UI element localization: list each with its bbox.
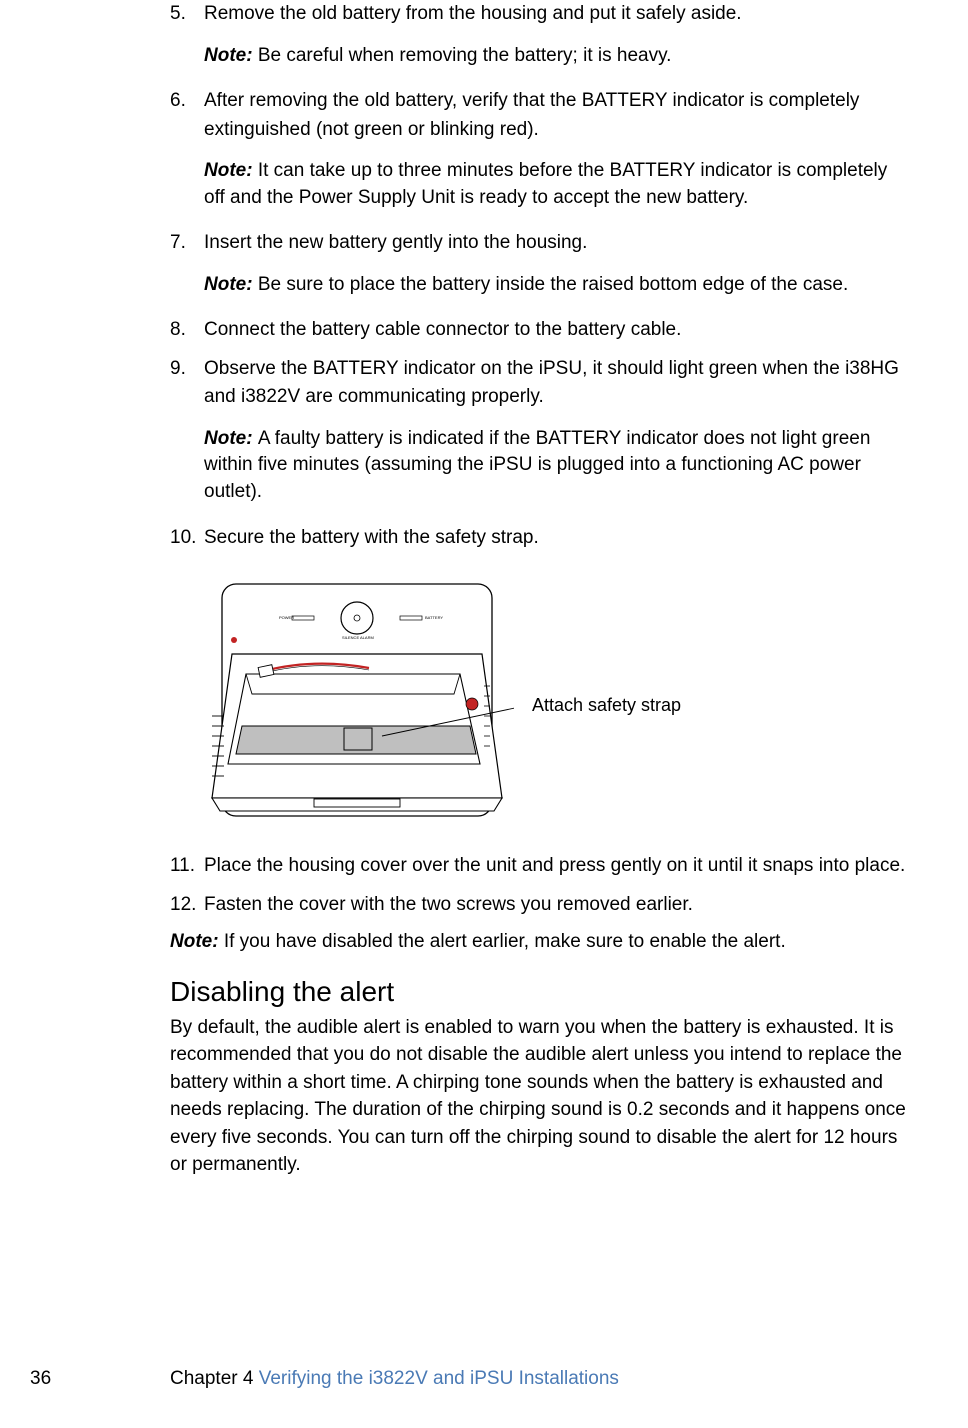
step-9-text: Observe the BATTERY indicator on the iPS… [204, 355, 908, 412]
step-7-num: 7. [170, 229, 204, 306]
footer-title: Verifying the i3822V and iPSU Installati… [259, 1368, 619, 1389]
step-7: 7. Insert the new battery gently into th… [170, 229, 908, 306]
step-8-text: Connect the battery cable connector to t… [204, 316, 908, 345]
step-6-note: Note: It can take up to three minutes be… [204, 158, 908, 211]
alarm-label: SILENCE ALARM [342, 635, 374, 640]
step-9-num: 9. [170, 355, 204, 514]
note-label: Note: [204, 45, 258, 66]
step-6-note-text: It can take up to three minutes before t… [204, 160, 887, 208]
step-11: 11. Place the housing cover over the uni… [170, 852, 908, 881]
step-5-note-text: Be careful when removing the battery; it… [258, 45, 672, 66]
footer-chapter: Chapter 4 [170, 1368, 259, 1389]
step-11-text: Place the housing cover over the unit an… [204, 852, 908, 881]
step-5-text: Remove the old battery from the housing … [204, 0, 908, 29]
note-label: Note: [204, 160, 258, 181]
step-7-note: Note: Be sure to place the battery insid… [204, 272, 908, 299]
note-label: Note: [170, 931, 224, 952]
step-8: 8. Connect the battery cable connector t… [170, 316, 908, 345]
step-7-note-text: Be sure to place the battery inside the … [258, 274, 848, 295]
figure-battery-housing: POWER BATTERY SILENCE ALARM [204, 576, 908, 826]
step-6-text: After removing the old battery, verify t… [204, 87, 908, 144]
heading-disabling-alert: Disabling the alert [170, 976, 908, 1008]
battery-label: BATTERY [425, 615, 443, 620]
body-para: By default, the audible alert is enabled… [170, 1014, 908, 1179]
step-5-num: 5. [170, 0, 204, 77]
step-7-text: Insert the new battery gently into the h… [204, 229, 908, 258]
figure-callout: Attach safety strap [532, 695, 681, 716]
post-note: Note: If you have disabled the alert ear… [170, 929, 908, 956]
psu-diagram: POWER BATTERY SILENCE ALARM [204, 576, 514, 826]
power-label: POWER [279, 615, 294, 620]
step-12-text: Fasten the cover with the two screws you… [204, 891, 908, 920]
step-5: 5. Remove the old battery from the housi… [170, 0, 908, 77]
step-5-note: Note: Be careful when removing the batte… [204, 43, 908, 70]
step-10-num: 10. [170, 524, 204, 553]
step-12: 12. Fasten the cover with the two screws… [170, 891, 908, 920]
step-10: 10. Secure the battery with the safety s… [170, 524, 908, 553]
step-6: 6. After removing the old battery, verif… [170, 87, 908, 219]
page-number: 36 [30, 1368, 170, 1390]
note-label: Note: [204, 274, 258, 295]
step-6-num: 6. [170, 87, 204, 219]
step-12-num: 12. [170, 891, 204, 920]
step-8-num: 8. [170, 316, 204, 345]
page-footer: 36 Chapter 4 Verifying the i3822V and iP… [30, 1368, 619, 1390]
note-label: Note: [204, 428, 258, 449]
step-9-note: Note: A faulty battery is indicated if t… [204, 426, 908, 506]
step-9: 9. Observe the BATTERY indicator on the … [170, 355, 908, 514]
step-11-num: 11. [170, 852, 204, 881]
post-note-text: If you have disabled the alert earlier, … [224, 931, 786, 952]
step-10-text: Secure the battery with the safety strap… [204, 524, 908, 553]
step-9-note-text: A faulty battery is indicated if the BAT… [204, 428, 870, 502]
